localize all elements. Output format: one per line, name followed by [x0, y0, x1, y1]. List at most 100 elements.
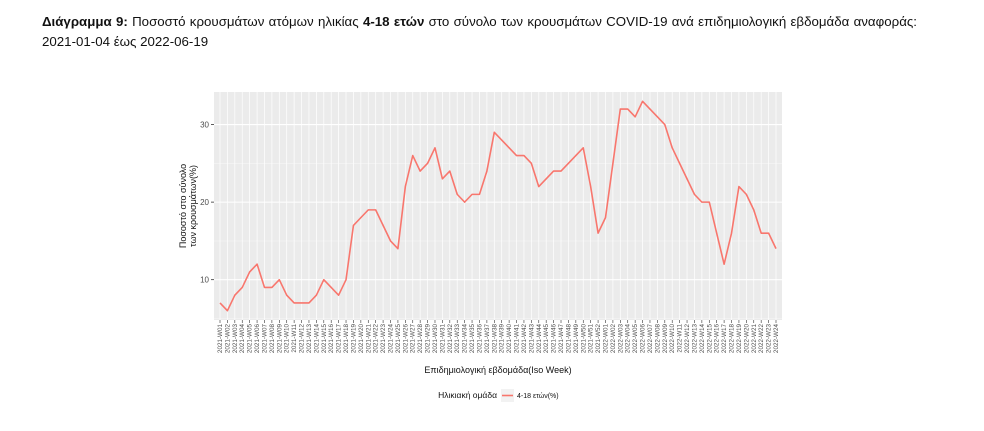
x-tick-label: 2021-W10 [284, 324, 291, 354]
data-point [664, 123, 666, 125]
data-point [723, 263, 725, 265]
x-tick-label: 2021-W31 [439, 324, 446, 354]
x-tick-label: 2021-W37 [484, 324, 491, 354]
x-tick-label: 2022-W05 [632, 324, 639, 354]
legend: Ηλικιακή ομάδα 4-18 ετών(%) [438, 389, 559, 402]
data-point [767, 232, 769, 234]
x-tick-label: 2022-W03 [617, 324, 624, 354]
data-point [575, 154, 577, 156]
x-tick-label: 2021-W23 [380, 324, 387, 354]
data-point [538, 185, 540, 187]
x-tick-label: 2022-W08 [654, 324, 661, 354]
data-point [671, 147, 673, 149]
x-tick-label: 2022-W12 [684, 324, 691, 354]
x-tick-label: 2022-W07 [647, 324, 654, 354]
x-tick-label: 2021-W39 [499, 324, 506, 354]
x-tick-label: 2021-W05 [247, 324, 254, 354]
x-tick-label: 2022-W23 [766, 324, 773, 354]
x-tick-label: 2021-W44 [536, 324, 543, 354]
data-point [634, 116, 636, 118]
y-axis-ticks: 10 20 30 [200, 121, 214, 285]
data-point [315, 294, 317, 296]
x-tick-label: 2022-W01 [602, 324, 609, 354]
gridlines [214, 92, 782, 320]
data-point [426, 162, 428, 164]
data-point [545, 178, 547, 180]
legend-label: 4-18 ετών(%) [517, 392, 559, 400]
data-point [619, 108, 621, 110]
caption-text-a: Ποσοστό κρουσμάτων ατόμων ηλικίας [127, 14, 363, 29]
x-tick-label: 2021-W13 [306, 324, 313, 354]
x-tick-label: 2021-W04 [239, 324, 246, 354]
data-point [753, 209, 755, 211]
x-tick-label: 2021-W19 [350, 324, 357, 354]
data-point [656, 116, 658, 118]
x-tick-label: 2022-W06 [640, 324, 647, 354]
y-tick-label: 30 [200, 121, 209, 130]
x-tick-label: 2021-W06 [254, 324, 261, 354]
x-tick-label: 2022-W24 [773, 324, 780, 354]
x-tick-label: 2022-W04 [625, 324, 632, 354]
data-point [649, 108, 651, 110]
plot-panel [214, 92, 782, 320]
x-tick-label: 2021-W48 [565, 324, 572, 354]
x-tick-label: 2021-W45 [543, 324, 550, 354]
y-tick-label: 10 [200, 276, 209, 285]
data-point [412, 154, 414, 156]
data-point [567, 162, 569, 164]
x-tick-label: 2022-W20 [743, 324, 750, 354]
x-tick-label: 2021-W26 [402, 324, 409, 354]
caption-text-b: στο σύνολο των κρουσμάτων COVID-19 ανά ε… [42, 14, 917, 49]
x-tick-label: 2021-W22 [373, 324, 380, 354]
data-point [278, 278, 280, 280]
data-point [352, 224, 354, 226]
data-point [641, 100, 643, 102]
x-tick-label: 2021-W50 [580, 324, 587, 354]
data-point [523, 154, 525, 156]
x-tick-label: 2021-W17 [336, 324, 343, 354]
data-point [419, 170, 421, 172]
data-point [515, 154, 517, 156]
x-tick-label: 2022-W21 [751, 324, 758, 354]
x-tick-label: 2022-W14 [699, 324, 706, 354]
x-tick-label: 2021-W24 [388, 324, 395, 354]
data-point [271, 286, 273, 288]
x-tick-label: 2022-W10 [669, 324, 676, 354]
data-point [226, 309, 228, 311]
figure-caption: Διάγραμμα 9: Ποσοστό κρουσμάτων ατόμων η… [42, 12, 917, 52]
data-point [604, 216, 606, 218]
x-tick-label: 2022-W19 [736, 324, 743, 354]
data-point [345, 278, 347, 280]
data-point [760, 232, 762, 234]
data-point [367, 209, 369, 211]
data-point [775, 247, 777, 249]
x-tick-label: 2021-W29 [425, 324, 432, 354]
data-point [701, 201, 703, 203]
data-point [456, 193, 458, 195]
x-tick-label: 2022-W22 [758, 324, 765, 354]
x-tick-label: 2022-W18 [729, 324, 736, 354]
data-point [286, 294, 288, 296]
data-point [463, 201, 465, 203]
data-point [582, 147, 584, 149]
data-point [374, 209, 376, 211]
x-tick-label: 2021-W16 [328, 324, 335, 354]
x-tick-label: 2021-W25 [395, 324, 402, 354]
x-tick-label: 2021-W15 [321, 324, 328, 354]
x-tick-label: 2022-W16 [714, 324, 721, 354]
data-point [360, 216, 362, 218]
x-tick-label: 2021-W21 [365, 324, 372, 354]
x-tick-label: 2021-W09 [276, 324, 283, 354]
data-point [486, 170, 488, 172]
legend-title: Ηλικιακή ομάδα [438, 390, 497, 400]
data-point [323, 278, 325, 280]
x-tick-label: 2021-W08 [269, 324, 276, 354]
x-tick-label: 2021-W11 [291, 324, 298, 353]
x-tick-label: 2021-W14 [313, 324, 320, 354]
data-point [508, 147, 510, 149]
x-tick-label: 2021-W43 [528, 324, 535, 354]
data-point [597, 232, 599, 234]
x-tick-label: 2022-W02 [610, 324, 617, 354]
data-point [471, 193, 473, 195]
